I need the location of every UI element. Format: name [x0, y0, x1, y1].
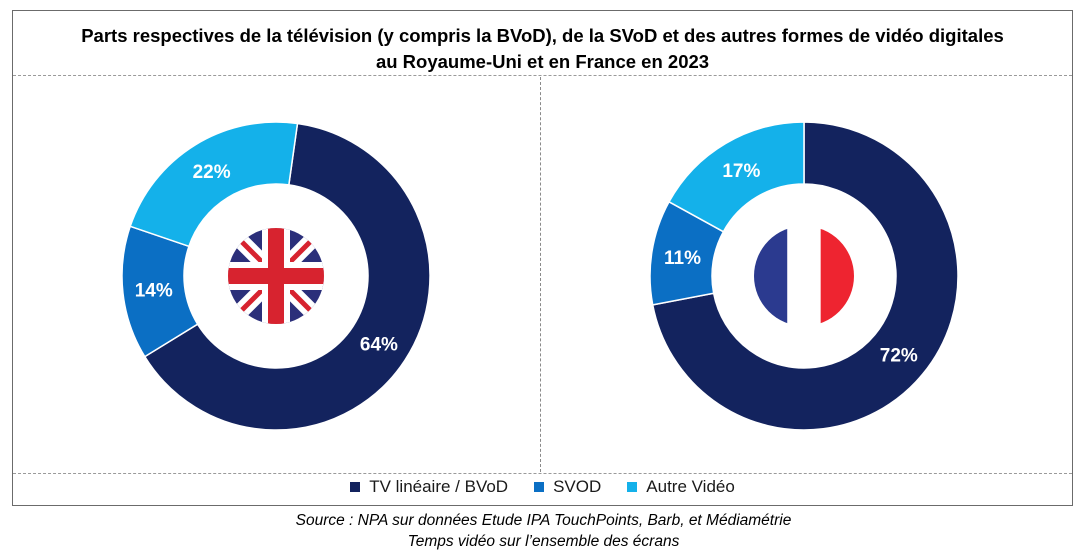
donut-label-autre: 22% [193, 162, 231, 183]
donut-label-svod: 14% [135, 281, 173, 302]
donut-slice-autre [668, 121, 805, 233]
source-line1: Source : NPA sur données Etude IPA Touch… [295, 512, 792, 529]
donut-fr: 72% 11% 17% [649, 121, 959, 431]
chart-title-line1: Parts respectives de la télévision (y co… [81, 25, 1004, 46]
center-divider [540, 77, 541, 472]
donut-uk: 64% 14% 22% [121, 121, 431, 431]
donut-slice-tv [143, 122, 431, 431]
uk-flag-icon [228, 228, 324, 324]
legend-swatch-tv [350, 482, 361, 492]
bottom-divider [13, 473, 1072, 474]
donut-label-autre: 17% [722, 161, 760, 182]
donut-slice-autre [129, 121, 299, 248]
chart-title-line2: au Royaume-Uni et en France en 2023 [375, 51, 710, 72]
legend-item-svod: SVOD [534, 477, 601, 497]
legend-item-tv: TV linéaire / BVoD [350, 477, 508, 497]
donut-label-tv: 72% [880, 345, 918, 366]
france-flag-icon [754, 226, 854, 326]
source-note: Source : NPA sur données Etude IPA Touch… [0, 510, 1087, 552]
chart-title: Parts respectives de la télévision (y co… [13, 23, 1072, 75]
legend-item-autre: Autre Vidéo [627, 477, 735, 497]
legend-label-svod: SVOD [553, 477, 602, 496]
legend-swatch-svod [534, 482, 545, 492]
legend-swatch-autre [627, 482, 638, 492]
legend-label-autre: Autre Vidéo [646, 477, 735, 496]
source-line2: Temps vidéo sur l’ensemble des écrans [407, 533, 680, 550]
donut-slice-tv [651, 121, 959, 431]
legend: TV linéaire / BVoD SVOD Autre Vidéo [13, 477, 1072, 497]
legend-label-tv: TV linéaire / BVoD [369, 477, 509, 496]
donut-label-svod: 11% [664, 248, 701, 269]
donut-label-tv: 64% [360, 334, 398, 355]
top-divider [13, 75, 1072, 76]
